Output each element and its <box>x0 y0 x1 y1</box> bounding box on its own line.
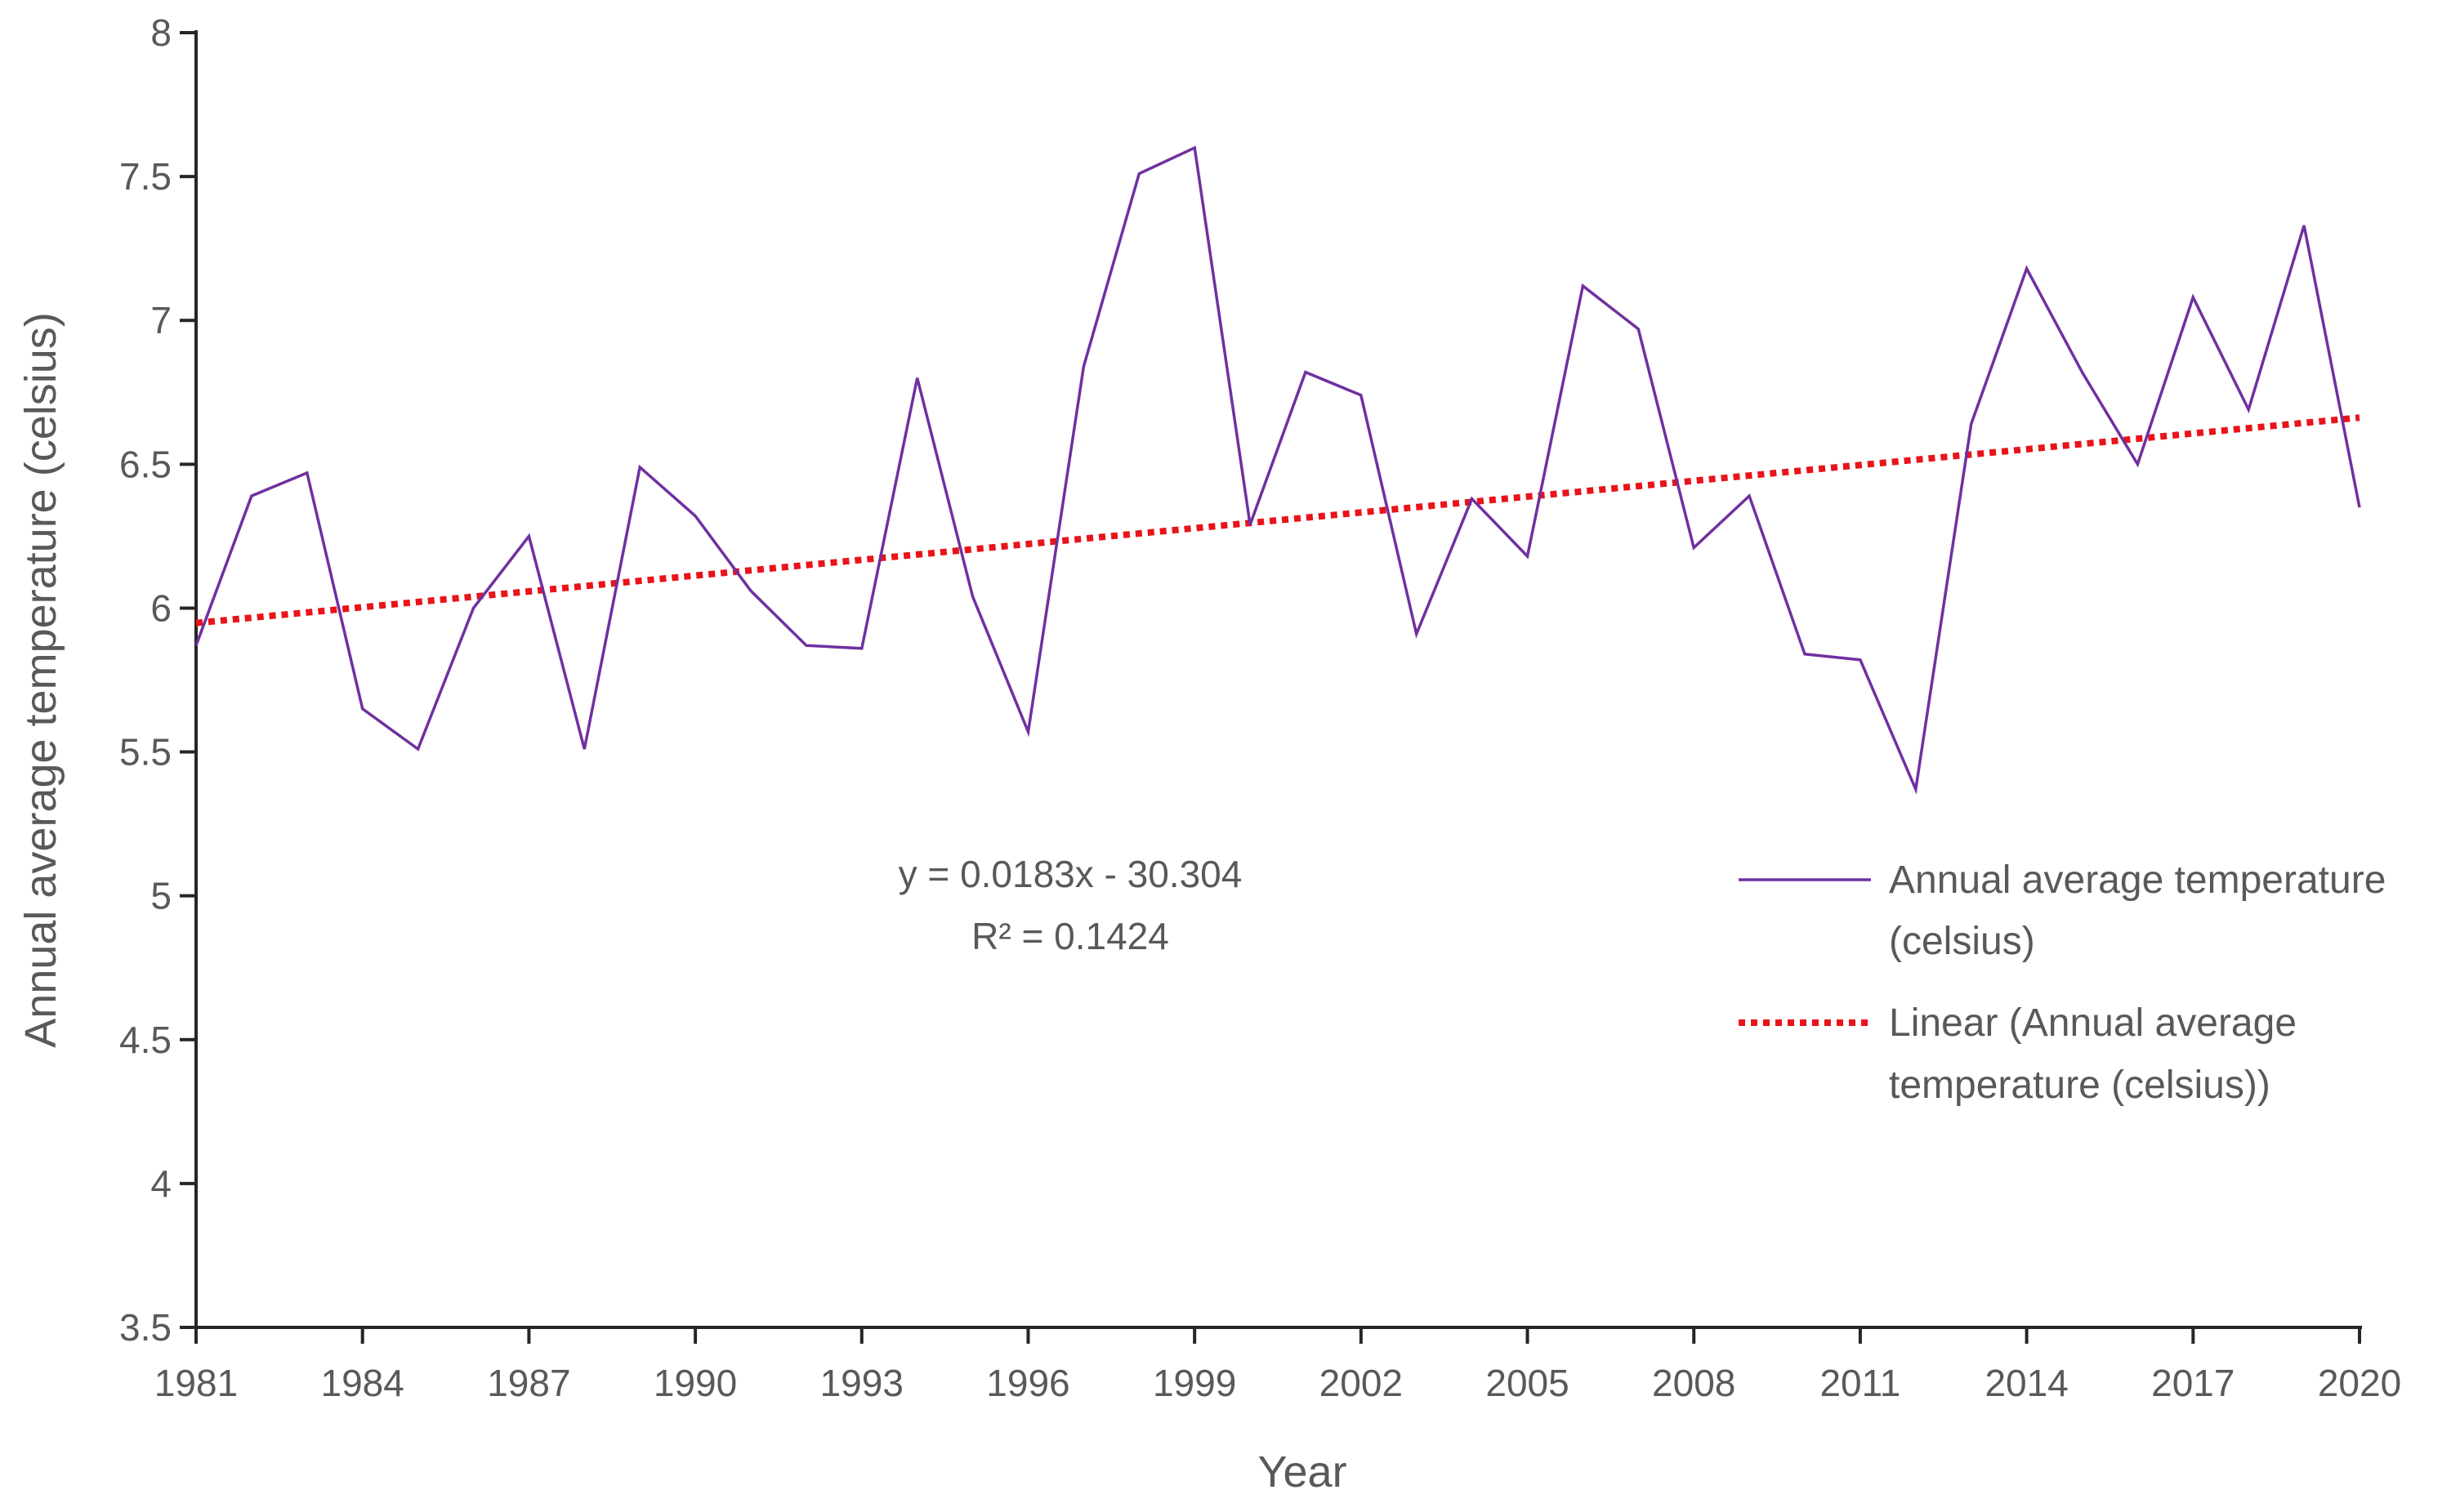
x-tick-label: 1996 <box>986 1362 1069 1404</box>
y-tick-label: 5 <box>150 875 172 917</box>
x-tick-label: 2017 <box>2151 1362 2235 1404</box>
x-tick-label: 2014 <box>1985 1362 2068 1404</box>
x-tick-label: 2011 <box>1819 1362 1900 1404</box>
y-tick-label: 7.5 <box>119 155 172 198</box>
x-tick-label: 1981 <box>154 1362 238 1404</box>
x-tick-label: 1984 <box>321 1362 404 1404</box>
series-line-annual-temperature <box>194 145 2361 795</box>
y-tick-label: 4 <box>150 1162 172 1205</box>
legend-label-temperature-line2: (celsius) <box>1889 920 2035 963</box>
trendline-equation: y = 0.0183x - 30.304 <box>899 853 1243 895</box>
x-axis-title: Year <box>1257 1447 1346 1496</box>
x-tick-label: 1987 <box>487 1362 570 1404</box>
x-axis-tick-labels: 1981 1984 1987 1990 1993 1996 1999 2002 2005 2008… <box>154 1362 2401 1404</box>
y-tick-label: 6 <box>150 587 172 629</box>
x-tick-label: 2005 <box>1485 1362 1569 1404</box>
x-tick-label: 2008 <box>1652 1362 1735 1404</box>
axes <box>180 30 2362 1344</box>
x-tick-label: 1990 <box>654 1362 737 1404</box>
legend-label-linear-line1: Linear (Annual average <box>1889 1001 2297 1045</box>
y-tick-label: 5.5 <box>119 731 172 774</box>
series-layer <box>194 145 2361 795</box>
x-tick-label: 2002 <box>1319 1362 1403 1404</box>
x-tick-label: 2020 <box>2318 1362 2401 1404</box>
y-tick-label: 6.5 <box>119 443 172 485</box>
y-axis-tick-labels: 3.5 4 4.5 5 5.5 6 6.5 7 7.5 8 <box>119 11 172 1349</box>
y-tick-label: 7 <box>150 299 172 341</box>
y-axis-title: Annual average temperature (celsius) <box>16 312 65 1047</box>
trendline-r-squared: R² = 0.1424 <box>971 915 1169 957</box>
y-tick-label: 8 <box>150 11 172 54</box>
legend: Annual average temperature (celsius) Lin… <box>1739 859 2386 1107</box>
legend-label-temperature-line1: Annual average temperature <box>1889 859 2386 902</box>
y-tick-label: 4.5 <box>119 1019 172 1061</box>
x-tick-label: 1999 <box>1153 1362 1236 1404</box>
x-tick-label: 1993 <box>820 1362 904 1404</box>
y-tick-label: 3.5 <box>119 1306 172 1349</box>
legend-label-linear-line2: temperature (celsius)) <box>1889 1064 2270 1107</box>
